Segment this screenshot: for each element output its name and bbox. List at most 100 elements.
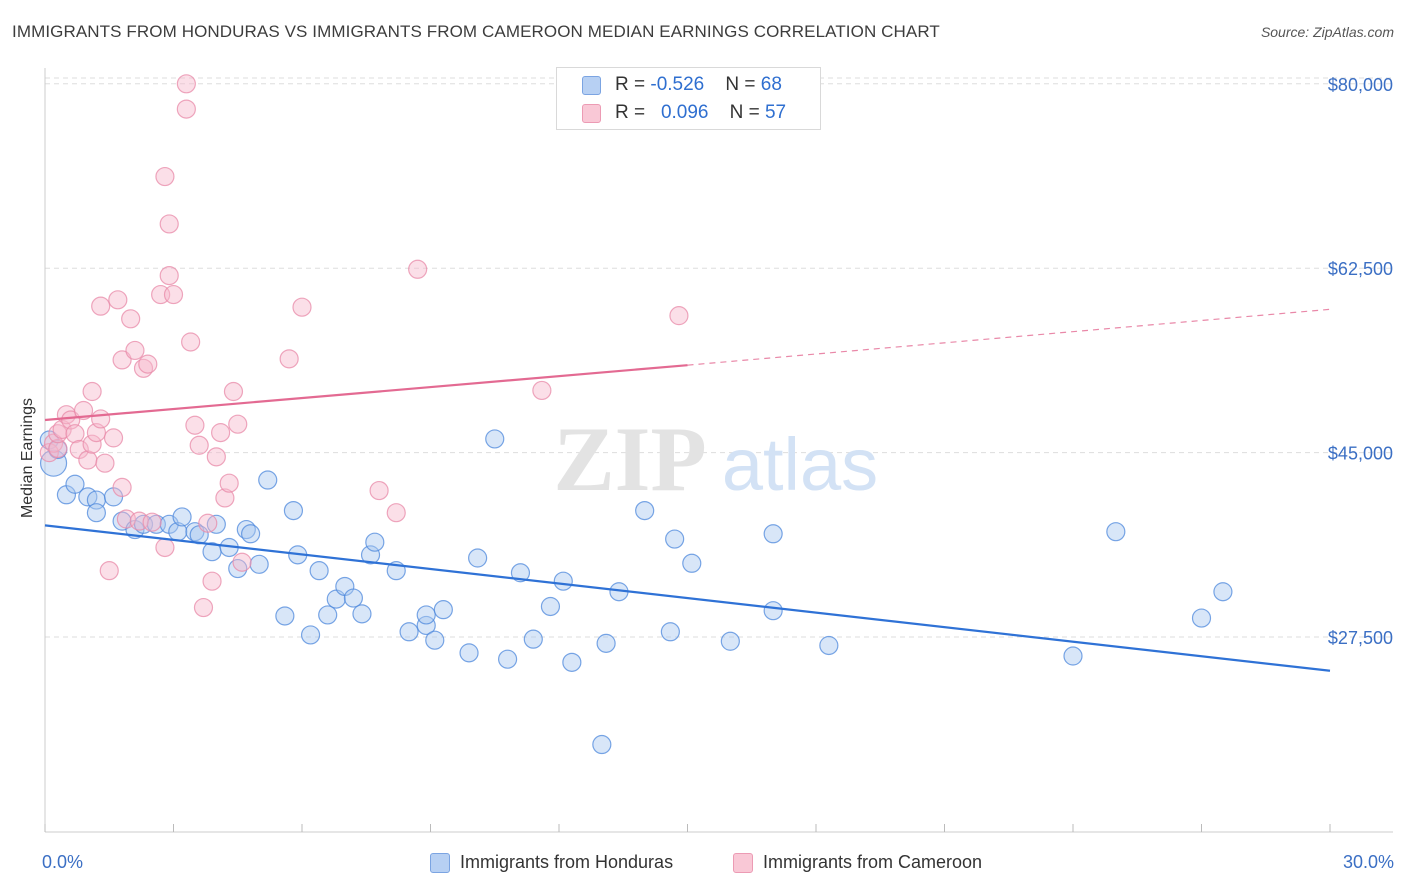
cameroon-point <box>202 571 222 591</box>
y-tick-label: $45,000 <box>1328 444 1393 464</box>
cameroon-point <box>91 296 111 316</box>
honduras-point <box>1106 522 1126 542</box>
honduras-point <box>763 524 783 544</box>
honduras-point <box>459 643 479 663</box>
cameroon-point <box>198 513 218 533</box>
cameroon-trendline <box>44 364 688 422</box>
cameroon-point <box>78 450 98 470</box>
honduras-point <box>343 588 363 608</box>
honduras-point <box>665 529 685 549</box>
stats-text: R = -0.526 N = 68 <box>615 74 782 96</box>
cameroon-point <box>181 332 201 352</box>
honduras-point <box>275 606 295 626</box>
cameroon-point <box>223 381 244 402</box>
cameroon-point <box>125 340 145 361</box>
honduras-point <box>819 635 839 656</box>
cameroon-point <box>292 297 312 317</box>
cameroon-point <box>82 434 102 454</box>
honduras-point <box>249 554 269 574</box>
cameroon-point <box>206 447 226 467</box>
honduras-point <box>498 649 518 669</box>
cameroon-point <box>73 400 94 421</box>
honduras-point <box>172 507 192 527</box>
stats-legend: R = -0.526 N = 68 R = 0.096 N = 57 <box>556 67 821 130</box>
honduras-point <box>720 631 740 651</box>
honduras-point <box>1191 608 1212 628</box>
cameroon-point <box>142 512 162 532</box>
cameroon-point <box>108 290 128 310</box>
honduras-point <box>399 622 419 642</box>
cameroon-point <box>176 74 196 94</box>
honduras-swatch <box>430 853 450 873</box>
cameroon-point <box>228 414 248 434</box>
honduras-point <box>660 622 680 642</box>
legend-label: Immigrants from Honduras <box>460 852 674 872</box>
honduras-point <box>241 524 261 544</box>
trendlines <box>44 308 1331 672</box>
cameroon-point <box>159 265 179 286</box>
cameroon-trendline-extension <box>687 308 1331 366</box>
honduras-point <box>300 625 321 645</box>
cameroon-point <box>189 435 209 455</box>
source-credit: Source: ZipAtlas.com <box>1260 24 1394 40</box>
honduras-point <box>318 605 338 625</box>
cameroon-point <box>82 381 102 402</box>
honduras-point <box>682 553 702 573</box>
honduras-point <box>425 630 445 650</box>
legend-label: Immigrants from Cameroon <box>763 852 983 872</box>
cameroon-point <box>193 597 214 618</box>
honduras-point <box>596 633 616 653</box>
gridlines <box>45 77 1393 638</box>
honduras-point <box>86 503 107 523</box>
cameroon-point <box>99 561 119 581</box>
n-value: 68 <box>760 74 782 95</box>
honduras-point <box>433 600 453 620</box>
axes <box>44 68 1393 833</box>
honduras-point <box>416 615 436 636</box>
cameroon-point <box>176 99 196 119</box>
cameroon-point <box>159 214 179 234</box>
cameroon-swatch <box>733 853 753 873</box>
cameroon-point <box>155 537 175 558</box>
honduras-point <box>283 500 304 521</box>
cameroon-point <box>91 409 111 429</box>
cameroon-point <box>532 380 552 401</box>
y-tick-labels: $27,500 $45,000 $62,500 $80,000 <box>1328 75 1393 648</box>
y-tick-label: $27,500 <box>1328 628 1393 648</box>
cameroon-point <box>211 423 231 443</box>
honduras-point <box>1213 582 1233 602</box>
honduras-swatch <box>582 76 601 95</box>
honduras-point <box>1063 646 1083 666</box>
n-label: N = <box>725 74 761 95</box>
cameroon-point <box>95 453 115 473</box>
cameroon-point <box>155 166 175 187</box>
honduras-point <box>468 548 488 568</box>
cameroon-point <box>408 259 428 279</box>
cameroon-point <box>215 488 235 508</box>
watermark-zip: ZIP <box>553 408 706 510</box>
cameroon-point <box>112 350 132 370</box>
series-honduras-points <box>39 429 1233 755</box>
chart-title: IMMIGRANTS FROM HONDURAS VS IMMIGRANTS F… <box>12 22 940 41</box>
cameroon-point <box>163 284 184 305</box>
cameroon-point <box>121 309 141 329</box>
cameroon-point <box>138 354 158 374</box>
cameroon-point <box>65 424 85 444</box>
honduras-point <box>562 652 582 672</box>
honduras-point <box>352 604 372 624</box>
cameroon-point <box>103 428 124 448</box>
honduras-point <box>763 601 783 621</box>
honduras-point <box>360 545 381 565</box>
honduras-point <box>553 571 573 591</box>
cameroon-point <box>232 552 252 572</box>
cameroon-point <box>219 473 239 493</box>
cameroon-swatch <box>582 104 601 123</box>
honduras-point <box>365 532 385 552</box>
honduras-point <box>65 474 85 494</box>
honduras-point <box>258 470 278 490</box>
honduras-trendline <box>44 524 1331 672</box>
cameroon-point <box>185 415 205 435</box>
honduras-point <box>309 561 329 581</box>
stats-text: R = 0.096 N = 57 <box>615 102 786 124</box>
